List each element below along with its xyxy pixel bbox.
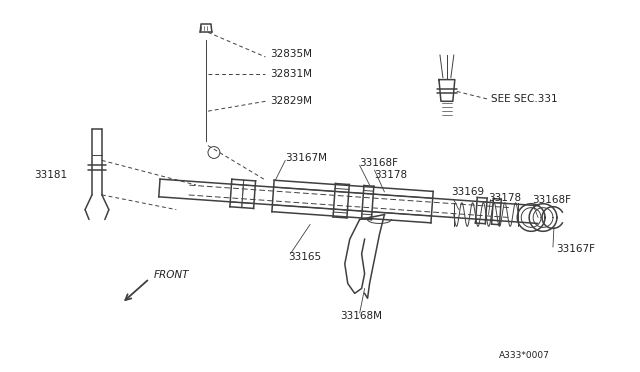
Text: 33169: 33169 <box>451 187 484 197</box>
Text: 33168F: 33168F <box>360 158 399 169</box>
Text: 33181: 33181 <box>35 170 68 180</box>
Text: 33167F: 33167F <box>556 244 595 254</box>
Text: 33165: 33165 <box>288 252 321 262</box>
Text: 33168M: 33168M <box>340 311 382 321</box>
Text: 33168F: 33168F <box>532 195 571 205</box>
Text: 33178: 33178 <box>488 193 522 203</box>
Text: 32835M: 32835M <box>271 49 312 59</box>
Text: FRONT: FRONT <box>154 270 189 280</box>
Text: SEE SEC.331: SEE SEC.331 <box>490 94 557 104</box>
Text: 32829M: 32829M <box>271 96 312 106</box>
Text: A333*0007: A333*0007 <box>499 351 549 360</box>
Text: 33178: 33178 <box>374 170 408 180</box>
Text: 32831M: 32831M <box>271 69 312 79</box>
Text: 33167M: 33167M <box>285 153 327 163</box>
